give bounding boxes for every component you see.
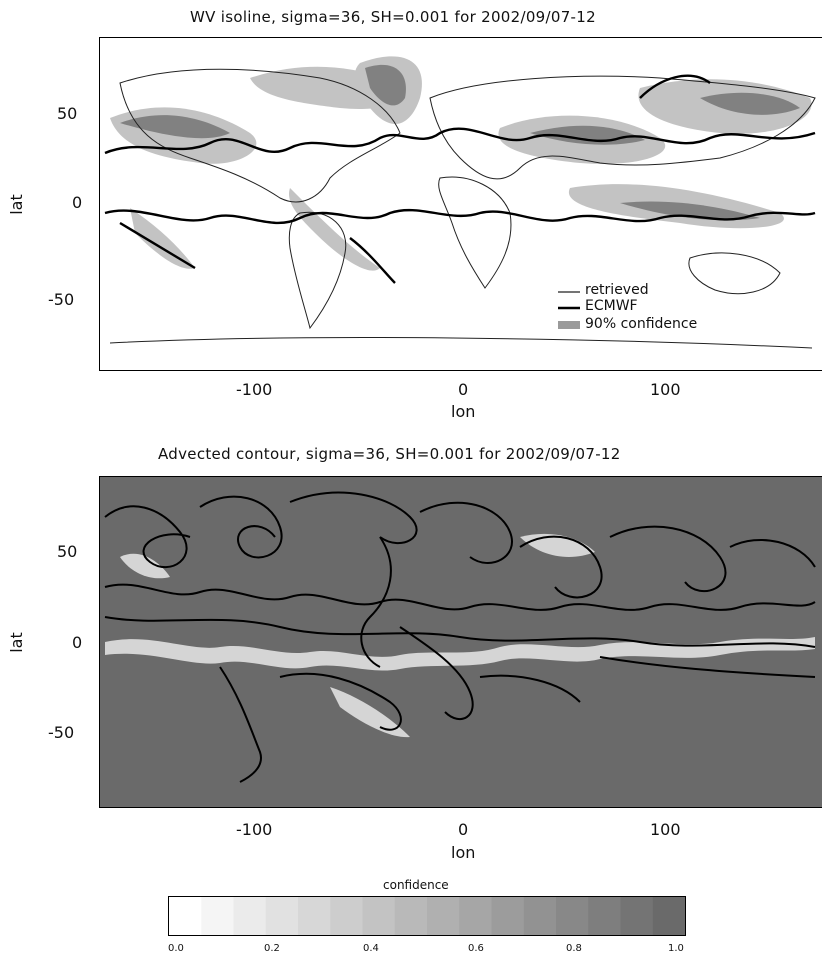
chart1-ytick-minus50-label: -50: [48, 290, 75, 309]
chart2-ytick-50-label: 50: [57, 542, 78, 561]
chart1-title: WV isoline, sigma=36, SH=0.001 for 2002/…: [190, 8, 596, 26]
chart2-ytick-minus50-label: -50: [48, 723, 75, 742]
chart1-xtick-100-label: 100: [650, 380, 681, 399]
chart2-xtick-0-label: 0: [458, 820, 469, 839]
chart2-xtick-minus100-label: -100: [236, 820, 273, 839]
colorbar-tick-0: 0.0: [168, 943, 184, 954]
colorbar-step: [169, 897, 202, 935]
colorbar-label: confidence: [383, 878, 449, 892]
colorbar-step: [330, 897, 363, 935]
chart2-xlabel: lon: [451, 843, 476, 862]
chart2-ytick-0-label: 0: [72, 633, 83, 652]
colorbar-step: [298, 897, 331, 935]
colorbar-step: [362, 897, 396, 935]
chart2-xtick-100-label: 100: [650, 820, 681, 839]
chart1-ytick-50-label: 50: [57, 104, 78, 123]
colorbar-tick-2: 0.4: [363, 943, 379, 954]
colorbar-step: [523, 897, 557, 935]
chart1-plot-area: retrieved ECMWF 90% confidence: [99, 37, 822, 371]
colorbar-gradient: [169, 897, 686, 935]
colorbar-tick-3: 0.6: [468, 943, 484, 954]
colorbar-step: [556, 897, 589, 935]
chart1-xlabel: lon: [451, 402, 476, 421]
colorbar-step: [459, 897, 492, 935]
colorbar-tick-1: 0.2: [264, 943, 280, 954]
chart1-ylabel: lat: [6, 194, 26, 215]
chart1-map: [104, 56, 816, 349]
chart2-ylabel: lat: [6, 632, 26, 653]
colorbar-step: [265, 897, 299, 935]
colorbar: [168, 896, 686, 936]
colorbar-step: [652, 897, 686, 935]
legend-retrieved: retrieved: [585, 282, 649, 298]
colorbar-step: [620, 897, 654, 935]
chart2-title: Advected contour, sigma=36, SH=0.001 for…: [158, 445, 621, 463]
colorbar-step: [588, 897, 621, 935]
legend-ecmwf: ECMWF: [585, 298, 638, 314]
colorbar-tick-4: 0.8: [566, 943, 582, 954]
colorbar-step: [201, 897, 234, 935]
colorbar-step: [394, 897, 428, 935]
chart1-xtick-0-label: 0: [458, 380, 469, 399]
colorbar-step: [427, 897, 460, 935]
colorbar-tick-5: 1.0: [668, 943, 684, 954]
chart1-xtick-minus100-label: -100: [236, 380, 273, 399]
legend-confidence: 90% confidence: [585, 316, 698, 332]
chart2-map: [100, 477, 822, 807]
chart2-plot-area: [99, 476, 822, 808]
chart1-ytick-0-label: 0: [72, 193, 83, 212]
colorbar-step: [233, 897, 267, 935]
colorbar-step: [491, 897, 525, 935]
